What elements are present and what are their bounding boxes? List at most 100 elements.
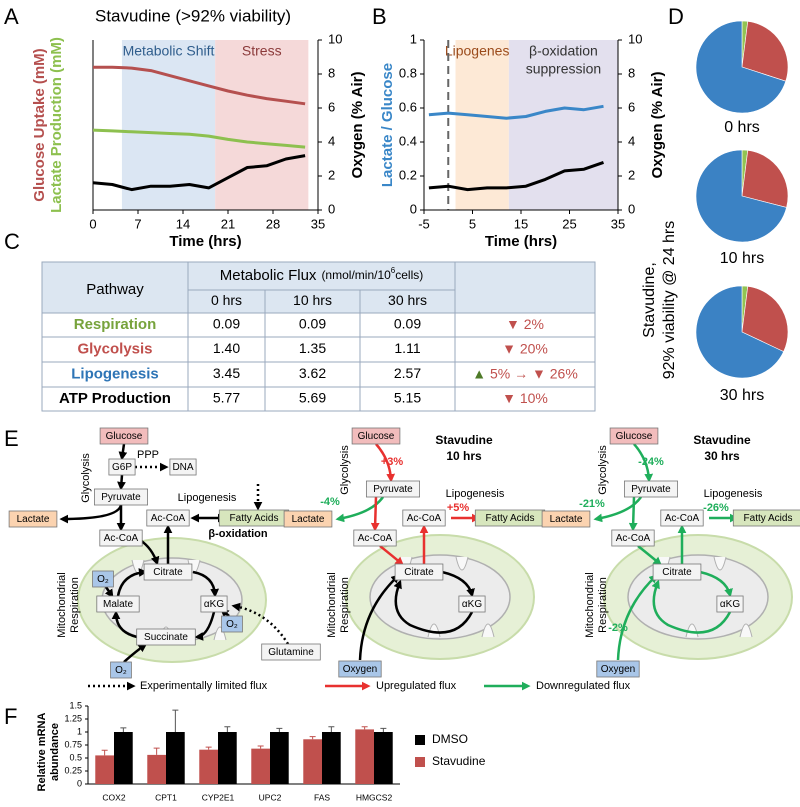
node-box: [609, 427, 659, 445]
node-box: [110, 661, 132, 679]
diagram-label: Stavudine: [693, 433, 751, 447]
node-label: Pyruvate: [631, 484, 671, 495]
diagram-label: Stavudine: [435, 433, 493, 447]
node-box: [338, 660, 382, 678]
bar: [166, 732, 185, 784]
diagram-label: Respiration: [597, 577, 609, 633]
node-label: Ac-CoA: [151, 513, 186, 524]
line-series: [93, 65, 306, 106]
flux-arrow: [194, 611, 216, 641]
node-label: Lactate: [17, 514, 50, 525]
error-bar: [205, 746, 212, 750]
y2-tick-label: 8: [628, 65, 635, 80]
bar: [355, 729, 374, 784]
y2-tick-label: 2: [328, 167, 335, 182]
diagram-label: Mitochondrial: [326, 572, 338, 637]
y-tick-label: 0: [410, 201, 417, 216]
crista: [713, 556, 727, 571]
panel-letter: A: [4, 4, 19, 29]
bar: [147, 754, 166, 784]
region: [508, 40, 618, 210]
diagram-label: Glycolysis: [597, 445, 609, 495]
node-label: αKG: [462, 599, 482, 610]
pie-caption: 92% viability @ 24 hrs: [661, 221, 678, 380]
node-box: [611, 529, 655, 547]
node-box: [99, 529, 143, 547]
legend-swatch: [415, 735, 425, 745]
change-text: ▼ 20%: [502, 340, 548, 356]
table-header: 0 hrs: [211, 292, 242, 308]
node-label: O₂: [97, 574, 109, 585]
line-series: [92, 154, 306, 192]
panel-letter: C: [4, 229, 20, 254]
node-label: Ac-CoA: [407, 513, 442, 524]
pie-slice: [741, 21, 789, 82]
x-tick-label: -5: [418, 216, 430, 231]
x-tick-label: 35: [611, 216, 625, 231]
node-box: [221, 615, 243, 633]
node-box: [458, 595, 486, 613]
diagram-label: Glycolysis: [339, 445, 351, 495]
node-box: [394, 563, 444, 581]
pie-slice: [695, 285, 785, 379]
y-tick-label: 1.25: [64, 713, 82, 723]
x-tick-label: CPT1: [155, 792, 177, 802]
diagram-label: β-oxidation: [208, 528, 268, 540]
header-text: Metabolic Flux: [220, 267, 317, 284]
x-tick-label: 0: [89, 216, 96, 231]
diagram-label: +5%: [447, 502, 470, 514]
change-text: 5% → ▼ 26%: [486, 365, 578, 381]
node-box: [108, 458, 136, 476]
legend-swatch: [415, 757, 425, 767]
change-text: ▲: [472, 365, 486, 381]
node-label: αKG: [720, 599, 740, 610]
flux-arrow: [358, 574, 400, 661]
row-name: Glycolysis: [77, 340, 152, 357]
change-cell: ▲ 5% → ▼ 26%: [472, 365, 578, 381]
flux-arrow: [111, 610, 138, 639]
bar: [199, 749, 218, 784]
region-label: Lipogenesis: [445, 43, 520, 59]
chart-title: Stavudine (>92% viability): [95, 6, 291, 25]
line-series: [92, 128, 306, 149]
error-bar: [361, 726, 368, 730]
flux-arrow: [335, 496, 385, 523]
diagram-label: Mitochondrial: [584, 572, 596, 637]
x-axis-label: Time (hrs): [169, 233, 241, 250]
node-label: Glucose: [106, 431, 143, 442]
error-bar: [224, 726, 231, 732]
error-bar: [257, 745, 264, 749]
error-bar: [120, 727, 127, 732]
y2-tick-label: 0: [328, 201, 335, 216]
bar: [270, 732, 289, 784]
node-box: [146, 509, 190, 527]
flux-arrow: [441, 570, 475, 598]
y2-axis-label: Oxygen (% Air): [349, 72, 366, 179]
table-cell: 0.09: [213, 316, 240, 332]
node-label: Succinate: [144, 632, 188, 643]
table-header: 10 hrs: [293, 292, 332, 308]
flux-arrow: [628, 496, 638, 532]
y-tick-label: 0.8: [399, 65, 417, 80]
node-label: Glutamine: [268, 647, 314, 658]
node-box: [351, 427, 401, 445]
node-box: [96, 595, 140, 613]
table-cell: 5.69: [299, 390, 326, 406]
row-name: ATP Production: [59, 390, 171, 407]
y-axis-label: abundance: [49, 723, 61, 781]
flux-arrow: [637, 545, 662, 566]
node-box: [143, 563, 193, 581]
node-label: Glucose: [358, 431, 395, 442]
y-axis-label: Lactate / Glucose: [379, 63, 396, 187]
line-series: [428, 160, 604, 192]
flux-arrow: [104, 586, 114, 599]
flux-arrow: [192, 570, 220, 598]
flux-arrow: [375, 443, 396, 483]
line-series: [428, 104, 604, 120]
table-cell: 1.40: [213, 340, 240, 356]
x-tick-label: FAS: [314, 792, 330, 802]
pie-slice: [695, 149, 787, 243]
table-header: Metabolic Flux (nmol/min/106cells): [220, 266, 424, 284]
node-label: Citrate: [153, 567, 183, 578]
